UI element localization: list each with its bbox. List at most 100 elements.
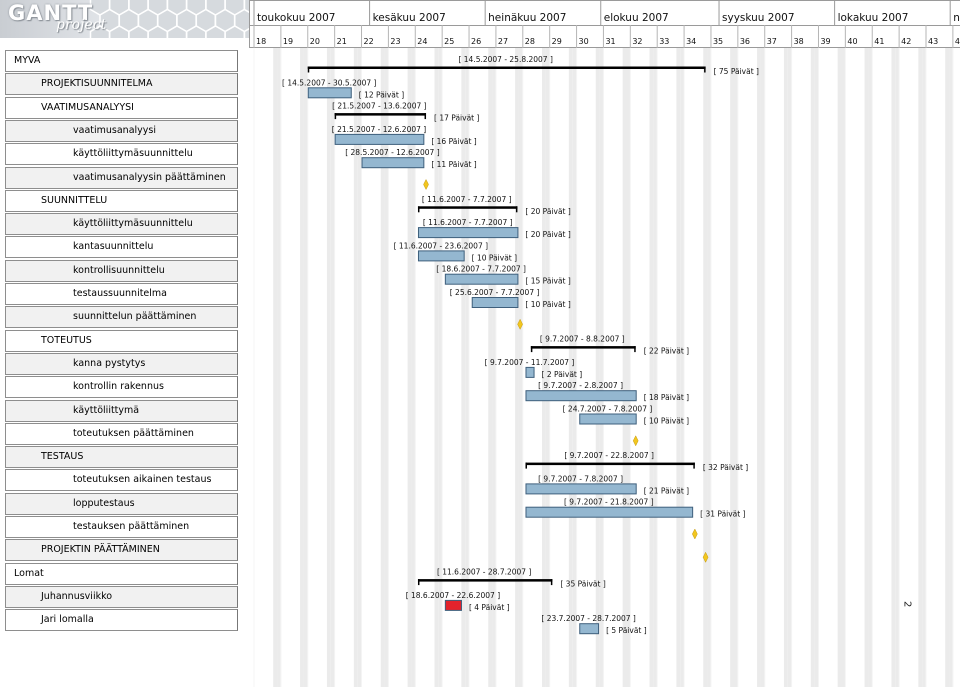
task-duration: [ 10 Päivät ] xyxy=(644,417,689,426)
task-row[interactable]: lopputestaus xyxy=(5,492,238,515)
task-name: Juhannusviikko xyxy=(41,590,113,602)
weekend-column xyxy=(465,48,470,687)
weekend-column xyxy=(545,48,550,687)
task-row[interactable]: vaatimusanalyysin päättäminen xyxy=(5,166,238,189)
task-dates: [ 25.6.2007 - 7.7.2007 ] xyxy=(450,288,540,297)
weekend-column xyxy=(922,48,926,687)
hexagon-cell xyxy=(243,28,249,38)
weekend-column xyxy=(918,48,923,687)
task-duration: [ 15 Päivät ] xyxy=(525,277,570,286)
week-number: 37 xyxy=(767,37,777,46)
task-name: PROJEKTISUUNNITELMA xyxy=(41,78,153,90)
task-row[interactable]: Jari lomalla xyxy=(5,609,238,632)
week-number: 19 xyxy=(283,37,293,46)
task-row[interactable]: kontrollisuunnittelu xyxy=(5,259,238,282)
summary-bar-start xyxy=(334,113,337,120)
task-bar xyxy=(444,273,519,285)
task-row[interactable]: vaatimusanalyysi xyxy=(5,119,238,142)
task-row[interactable]: SUUNNITTELU xyxy=(5,189,238,212)
task-name: suunnittelun päättäminen xyxy=(73,311,197,323)
task-name: käyttöliittymäsuunnittelu xyxy=(73,218,193,230)
milestone-diamond xyxy=(517,318,523,330)
task-duration: [ 20 Päivät ] xyxy=(525,207,570,216)
task-row[interactable]: PROJEKTIN PÄÄTTÄMINEN xyxy=(5,539,238,562)
task-dates: [ 18.6.2007 - 22.6.2007 ] xyxy=(406,591,501,600)
weekend-column xyxy=(461,48,466,687)
weekend-column xyxy=(542,48,546,687)
logo-word: GANTT xyxy=(8,1,94,25)
task-row[interactable]: Lomat xyxy=(5,562,238,585)
task-duration: [ 75 Päivät ] xyxy=(714,67,759,76)
task-name: toteutuksen aikainen testaus xyxy=(73,474,212,486)
task-row[interactable]: testaussuunnitelma xyxy=(5,283,238,305)
side-mark: 2 xyxy=(901,601,912,607)
task-row[interactable]: Juhannusviikko xyxy=(5,585,238,608)
weekend-column xyxy=(303,48,308,687)
logo-subword: project xyxy=(56,17,107,33)
task-row[interactable]: käyttöliittymä xyxy=(5,399,238,422)
task-row[interactable]: kanna pystytys xyxy=(5,352,238,375)
weekend-column xyxy=(515,48,519,687)
week-number: 42 xyxy=(901,37,911,46)
task-row[interactable]: VAATIMUSANALYYSI xyxy=(5,96,238,119)
weekend-column xyxy=(787,48,792,687)
gantt-project-logo: GANTT project xyxy=(0,0,249,38)
task-row[interactable]: PROJEKTISUUNNITELMA xyxy=(5,73,238,96)
weekend-column xyxy=(945,48,950,687)
summary-bar-start xyxy=(417,206,420,213)
week-number: 40 xyxy=(847,37,857,46)
task-name: TOTEUTUS xyxy=(41,334,92,346)
weekend-column xyxy=(353,48,358,687)
weekend-column xyxy=(783,48,788,687)
task-name: MYVA xyxy=(14,55,41,66)
task-duration: [ 20 Päivät ] xyxy=(525,230,570,239)
task-dates: [ 9.7.2007 - 21.8.2007 ] xyxy=(564,498,654,507)
milestone-diamond xyxy=(692,528,698,540)
weekend-column xyxy=(407,48,412,687)
weekend-column xyxy=(622,48,627,687)
week-number: 43 xyxy=(928,37,938,46)
task-dates: [ 14.5.2007 - 30.5.2007 ] xyxy=(282,78,377,87)
weekend-column xyxy=(434,48,439,687)
task-row[interactable]: testauksen päättäminen xyxy=(5,516,238,538)
hexagon-cell xyxy=(243,0,249,13)
task-row[interactable]: kontrollin rakennus xyxy=(5,376,238,399)
task-duration: [ 12 Päivät ] xyxy=(359,90,404,99)
task-row[interactable]: TESTAUS xyxy=(5,446,238,469)
task-row[interactable]: suunnittelun päättäminen xyxy=(5,306,238,329)
task-row[interactable]: käyttöliittymäsuunnittelu xyxy=(5,143,238,166)
task-name: kantasuunnittelu xyxy=(73,241,154,253)
task-duration: [ 2 Päivät ] xyxy=(542,370,583,379)
task-duration: [ 5 Päivät ] xyxy=(606,626,647,635)
task-duration: [ 4 Päivät ] xyxy=(469,603,510,612)
week-number: 31 xyxy=(605,37,615,46)
week-number: 35 xyxy=(713,37,723,46)
task-row[interactable]: toteutuksen päättäminen xyxy=(5,422,238,445)
task-dates: [ 21.5.2007 - 12.6.2007 ] xyxy=(332,125,427,134)
task-dates: [ 18.6.2007 - 7.7.2007 ] xyxy=(436,265,526,274)
task-bar xyxy=(525,390,637,402)
task-name: vaatimusanalyysin päättäminen xyxy=(73,171,226,183)
task-row[interactable]: MYVA xyxy=(5,50,238,72)
task-row[interactable]: toteutuksen aikainen testaus xyxy=(5,469,238,492)
summary-bar xyxy=(307,66,706,69)
week-number: 24 xyxy=(417,37,427,46)
weekend-column xyxy=(730,48,734,687)
task-duration: [ 18 Päivät ] xyxy=(644,393,689,402)
week-number: 22 xyxy=(364,37,374,46)
summary-bar xyxy=(334,113,427,116)
task-bar xyxy=(579,413,637,425)
weekend-column xyxy=(273,48,278,687)
week-number: 23 xyxy=(390,37,400,46)
task-row[interactable]: kantasuunnittelu xyxy=(5,236,238,259)
weekend-column xyxy=(326,48,331,687)
task-bar xyxy=(525,506,694,518)
task-name: Lomat xyxy=(14,567,44,579)
summary-bar-end xyxy=(550,579,553,586)
week-number: 41 xyxy=(874,37,884,46)
task-dates: [ 23.7.2007 - 28.7.2007 ] xyxy=(541,614,636,623)
weekend-column xyxy=(649,48,654,687)
task-row[interactable]: TOTEUTUS xyxy=(5,329,238,352)
task-dates: [ 9.7.2007 - 7.8.2007 ] xyxy=(538,474,623,483)
task-row[interactable]: käyttöliittymäsuunnittelu xyxy=(5,213,238,236)
